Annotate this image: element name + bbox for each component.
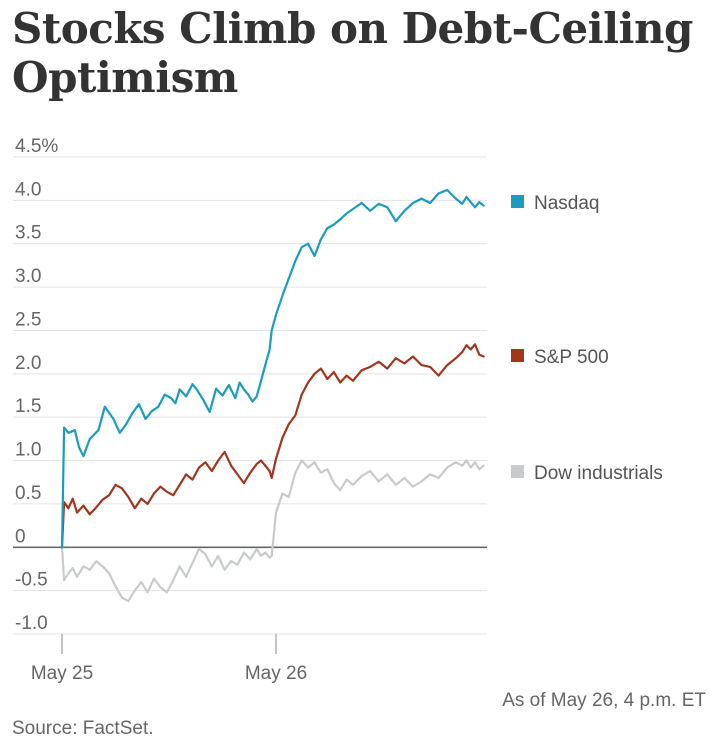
y-tick-label: 0.5 — [15, 483, 41, 504]
as-of-note: As of May 26, 4 p.m. ET — [502, 690, 706, 711]
y-axis-tick-labels: 4.5% 4.0 3.5 3.0 2.5 2.0 1.5 1.0 0.5 0 -0.5 -1.0 — [15, 136, 58, 634]
series-line-dow-industrials — [60, 459, 485, 603]
y-tick-label: 4.5% — [15, 136, 58, 157]
series-line-s-p-500 — [60, 343, 485, 549]
legend-label: Nasdaq — [534, 193, 600, 214]
legend: Nasdaq S&P 500 Dow industrials — [511, 193, 663, 484]
legend-swatch — [511, 465, 524, 478]
gridlines — [13, 156, 487, 635]
y-tick-label: 4.0 — [15, 179, 41, 200]
y-tick-label: -0.5 — [15, 570, 48, 591]
x-axis: May 25 May 26 — [31, 634, 307, 684]
y-tick-label: 1.5 — [15, 396, 41, 417]
legend-label: S&P 500 — [534, 347, 609, 368]
y-tick-label: 1.0 — [15, 440, 41, 461]
y-tick-label: 3.5 — [15, 223, 41, 244]
y-tick-label: 2.5 — [15, 309, 41, 330]
x-tick-label: May 25 — [31, 663, 93, 684]
y-tick-label: 0 — [15, 526, 26, 547]
x-tick-label: May 26 — [245, 663, 307, 684]
legend-swatch — [511, 195, 524, 208]
legend-swatch — [511, 349, 524, 362]
y-tick-label: -1.0 — [15, 613, 48, 634]
series-lines — [60, 188, 485, 603]
y-tick-label: 2.0 — [15, 353, 41, 374]
source-note: Source: FactSet. — [12, 718, 154, 739]
y-tick-label: 3.0 — [15, 266, 41, 287]
legend-label: Dow industrials — [534, 463, 663, 484]
series-line-nasdaq — [60, 188, 485, 549]
chart-title: Stocks Climb on Debt-Ceiling Optimism — [12, 4, 693, 102]
